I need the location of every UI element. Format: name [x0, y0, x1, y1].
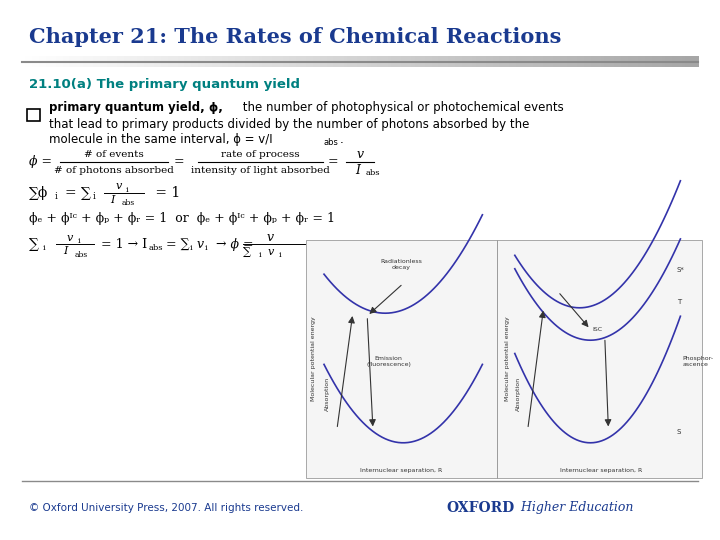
Text: i: i [259, 252, 262, 259]
Text: Absorption: Absorption [516, 377, 521, 411]
Text: i: i [78, 237, 81, 245]
Text: = 1: = 1 [151, 186, 181, 200]
Text: → ϕ =: → ϕ = [212, 238, 254, 251]
Text: =: = [174, 156, 184, 168]
Text: intensity of light absorbed: intensity of light absorbed [192, 166, 330, 174]
Text: that lead to primary products divided by the number of photons absorbed by the: that lead to primary products divided by… [49, 118, 529, 131]
Text: = 1 → I: = 1 → I [101, 238, 147, 251]
Text: v: v [268, 247, 274, 256]
Text: i: i [189, 244, 192, 252]
Text: OXFORD: OXFORD [446, 501, 515, 515]
Text: Radiationless
decay: Radiationless decay [380, 259, 422, 270]
Text: 21.10(a) The primary quantum yield: 21.10(a) The primary quantum yield [29, 78, 300, 91]
Text: v: v [115, 181, 122, 191]
Text: i: i [55, 192, 58, 201]
Text: ϕ =: ϕ = [29, 156, 52, 168]
Text: T: T [677, 299, 681, 306]
Text: abs: abs [366, 170, 380, 177]
Text: S: S [677, 429, 681, 435]
Text: abs: abs [122, 199, 135, 207]
Text: ∑ϕ: ∑ϕ [29, 186, 48, 200]
Text: i: i [205, 244, 208, 252]
FancyBboxPatch shape [27, 109, 40, 121]
Text: abs: abs [324, 138, 339, 147]
Text: I: I [110, 195, 114, 205]
Text: I: I [63, 246, 68, 256]
Text: Internuclear separation, R: Internuclear separation, R [560, 468, 642, 474]
Text: # of photons absorbed: # of photons absorbed [54, 166, 174, 174]
Text: Molecular potential energy: Molecular potential energy [312, 317, 316, 401]
Text: .: . [340, 133, 343, 146]
Text: v: v [266, 231, 274, 244]
Text: Emission
(fluorescence): Emission (fluorescence) [366, 356, 411, 367]
Text: the number of photophysical or photochemical events: the number of photophysical or photochem… [239, 102, 564, 114]
Text: primary quantum yield, ϕ,: primary quantum yield, ϕ, [49, 102, 222, 114]
Text: abs: abs [149, 244, 163, 252]
Text: Internuclear separation, R: Internuclear separation, R [360, 468, 442, 474]
Text: ∑: ∑ [243, 247, 251, 256]
FancyBboxPatch shape [497, 240, 702, 478]
Text: i: i [43, 244, 46, 252]
Text: ∑: ∑ [29, 237, 39, 251]
Text: i: i [279, 252, 282, 259]
Text: ϕₑ + ϕᴵᶜ + ϕₚ + ϕᵣ = 1  or  ϕₑ + ϕᴵᶜ + ϕₚ + ϕᵣ = 1: ϕₑ + ϕᴵᶜ + ϕₚ + ϕᵣ = 1 or ϕₑ + ϕᴵᶜ + ϕₚ … [29, 212, 335, 225]
Text: rate of process: rate of process [221, 150, 300, 159]
Text: © Oxford University Press, 2007. All rights reserved.: © Oxford University Press, 2007. All rig… [29, 503, 303, 512]
Text: # of events: # of events [84, 150, 143, 159]
Text: Higher Education: Higher Education [517, 501, 634, 514]
Text: i: i [92, 192, 95, 201]
Text: Absorption: Absorption [325, 377, 330, 411]
Text: v: v [197, 238, 204, 251]
Text: v: v [356, 148, 364, 161]
Text: molecule in the same interval, ϕ = v/I: molecule in the same interval, ϕ = v/I [49, 133, 273, 146]
Text: Chapter 21: The Rates of Chemical Reactions: Chapter 21: The Rates of Chemical Reacti… [29, 27, 561, 47]
Text: =: = [328, 156, 338, 168]
FancyBboxPatch shape [306, 240, 497, 478]
Text: Molecular potential energy: Molecular potential energy [505, 317, 510, 401]
Text: = ∑: = ∑ [166, 238, 189, 251]
Text: abs: abs [75, 251, 88, 259]
Text: S*: S* [677, 267, 685, 273]
Text: I: I [356, 164, 361, 177]
Text: Phosphor-
ascence: Phosphor- ascence [683, 356, 714, 367]
Text: = ∑: = ∑ [65, 186, 91, 200]
Text: i: i [126, 186, 129, 193]
Text: v: v [67, 233, 73, 242]
Text: ISC: ISC [593, 327, 603, 332]
